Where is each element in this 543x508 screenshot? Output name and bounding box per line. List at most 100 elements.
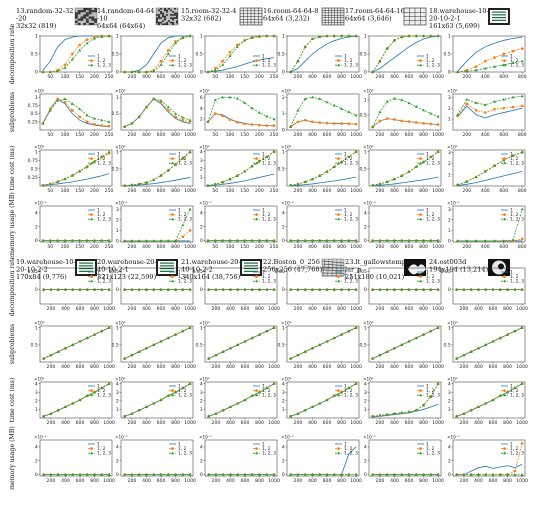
x-tick-label: 600 <box>76 364 85 370</box>
x-tick-label: 800 <box>419 74 428 80</box>
legend-label: 1, 2, 3 <box>178 217 192 223</box>
x-tick-label: 150 <box>240 188 249 194</box>
x-tick-label: 400 <box>390 420 399 426</box>
legend-label: 1 <box>344 54 347 60</box>
data-point <box>385 350 389 353</box>
thumbnail-obstacle <box>174 17 176 19</box>
x-tick-label: 600 <box>499 244 508 250</box>
panel-memory-usage-mb-: 0 2 4 200 400 600 800 1000 ×10⁻² 11, 21, 2, 3 <box>447 435 528 485</box>
x-tick-label: 200 <box>294 132 303 138</box>
data-point <box>107 288 111 291</box>
data-point <box>429 329 433 333</box>
data-point <box>392 412 396 415</box>
x-tick-label: 600 <box>405 306 414 312</box>
map-thumbnail <box>75 259 97 276</box>
data-point <box>265 288 269 291</box>
data-point <box>85 113 89 117</box>
x-tick-label: 200 <box>376 306 385 312</box>
data-point <box>213 67 217 70</box>
series-line-3 <box>372 327 439 359</box>
thumbnail-obstacle <box>166 11 168 13</box>
data-point <box>407 410 411 414</box>
legend-label: 1 <box>426 54 429 60</box>
data-point <box>78 288 82 291</box>
thumbnail-shelf <box>244 268 258 270</box>
data-point <box>272 124 276 127</box>
y-tick-label: 0.5 <box>277 166 284 172</box>
data-point <box>92 36 96 40</box>
series-line-3 <box>43 383 110 417</box>
data-point <box>474 65 478 68</box>
data-point <box>171 63 174 67</box>
data-point <box>498 394 502 397</box>
data-point <box>347 239 351 242</box>
y-tick-label: 0 <box>35 70 38 76</box>
legend-label: 1 <box>426 208 429 214</box>
thumbnail-obstacle <box>86 18 89 21</box>
data-point <box>213 182 217 186</box>
data-point <box>166 52 170 56</box>
plot-frame <box>452 325 526 363</box>
y-tick-label: 1 <box>116 325 119 331</box>
thumbnail-obstacle <box>88 8 92 11</box>
x-tick-label: 200 <box>255 188 264 194</box>
series-line-1 <box>124 177 191 187</box>
x-tick-label: 600 <box>323 244 332 250</box>
y-tick-label: 0.5 <box>195 342 202 348</box>
row-label: memory usage (MB) <box>9 426 16 490</box>
y-tick-label: 1 <box>448 34 451 40</box>
data-point <box>90 59 93 62</box>
chart-title: 32x32 (819) <box>16 22 57 30</box>
data-point <box>272 34 276 38</box>
series-line-3 <box>42 98 110 124</box>
row-label: subproblems <box>9 324 16 364</box>
chart-title: 40-10-2-1 <box>97 266 129 274</box>
x-tick-label: 1000 <box>268 306 280 312</box>
chart-title: -10 <box>97 15 108 23</box>
data-point <box>213 68 217 72</box>
y-tick-label: 2 <box>364 224 367 230</box>
data-point <box>385 412 389 416</box>
data-point <box>503 161 506 165</box>
data-point <box>63 66 67 69</box>
y-tick-label: 2 <box>448 217 451 223</box>
data-point <box>436 382 440 385</box>
data-point <box>214 473 218 476</box>
y-tick-label: 1 <box>448 407 451 413</box>
data-point <box>228 239 232 242</box>
data-point <box>303 45 307 48</box>
legend-label: 1, 2 <box>426 212 435 218</box>
data-point <box>474 175 478 179</box>
legend-label: 1 <box>426 270 429 276</box>
data-point <box>221 408 225 412</box>
data-point <box>429 239 433 242</box>
thumbnail-obstacle <box>160 17 162 19</box>
data-point <box>310 405 314 408</box>
y-tick-label: 0.05 <box>28 269 38 275</box>
plot-frame <box>286 205 360 243</box>
data-point <box>474 239 478 243</box>
y-tick-label: 3 <box>282 390 285 396</box>
data-point <box>93 332 97 336</box>
data-point <box>414 105 418 108</box>
y-tick-label: 2 <box>200 398 203 404</box>
data-point <box>265 124 269 127</box>
legend-label: 1 <box>97 152 100 158</box>
data-point <box>289 125 293 128</box>
legend-label: 1, 2, 3 <box>178 393 192 399</box>
y-tick-label: 2 <box>448 161 451 167</box>
y-tick-label: 2 <box>364 398 367 404</box>
legend-label: 1, 2 <box>344 58 353 64</box>
y-tick-label: 2 <box>35 398 38 404</box>
legend-label: 1, 2, 3 <box>426 217 440 223</box>
y-tick-label: 0 <box>282 128 285 134</box>
data-point <box>144 288 148 291</box>
series-line-3 <box>207 151 275 186</box>
data-point <box>506 288 510 291</box>
data-point <box>90 279 93 283</box>
data-point <box>340 473 344 476</box>
x-tick-label: 200 <box>460 306 469 312</box>
data-point <box>484 401 488 405</box>
axis-multiplier: ×10³ <box>281 321 292 326</box>
